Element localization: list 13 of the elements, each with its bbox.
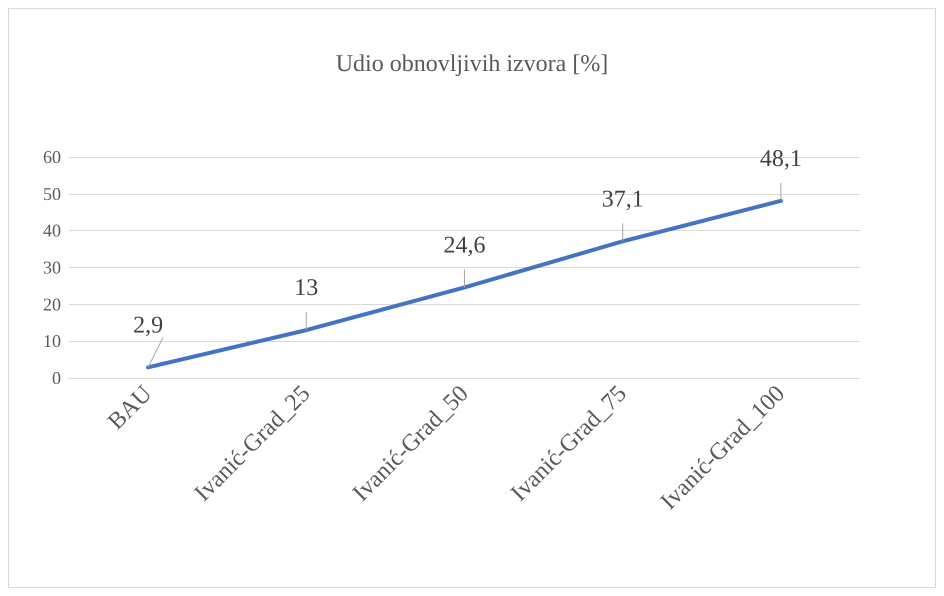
chart-title: Udio obnovljivih izvora [%] — [336, 51, 608, 77]
data-label: 24,6 — [444, 232, 486, 258]
y-tick-label: 60 — [43, 147, 61, 167]
data-label: 48,1 — [760, 146, 802, 172]
data-label: 13 — [294, 275, 318, 302]
data-label: 2,9 — [133, 312, 164, 338]
y-tick-label: 10 — [43, 331, 61, 352]
y-tick-label: 50 — [43, 184, 61, 204]
y-tick-label: 20 — [43, 294, 61, 314]
y-tick-label: 40 — [43, 220, 61, 241]
data-label: 37,1 — [602, 186, 644, 212]
y-tick-label: 0 — [52, 368, 61, 388]
y-tick-label: 30 — [43, 258, 61, 278]
